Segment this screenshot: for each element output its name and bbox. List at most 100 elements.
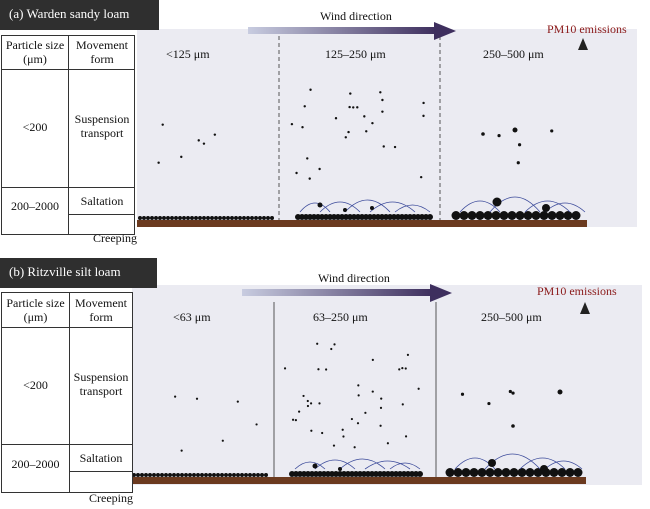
saltation-trajectory: [344, 199, 391, 213]
surface-particle: [242, 216, 246, 220]
pm10-arrowhead: [578, 38, 588, 50]
surface-particle: [453, 468, 463, 477]
pm10-arrowhead: [580, 302, 590, 314]
suspended-particle: [350, 417, 354, 421]
surface-particle: [208, 473, 212, 477]
suspended-particle: [306, 157, 309, 160]
suspended-particle: [309, 402, 313, 405]
surface-particle: [266, 216, 270, 220]
suspended-particle: [371, 390, 374, 393]
suspended-particle: [202, 142, 206, 145]
saltating-particle: [511, 424, 515, 428]
surface-particle: [244, 473, 248, 477]
size-value: <200: [23, 378, 48, 392]
suspended-particle: [344, 136, 347, 139]
surface-particle: [132, 473, 136, 477]
pm10-label: PM10 emissions: [547, 22, 627, 36]
suspended-particle: [321, 431, 324, 435]
suspended-particle: [398, 368, 401, 371]
suspended-particle: [174, 395, 177, 398]
saltating-particle: [542, 204, 550, 212]
surface-particle: [210, 216, 214, 220]
surface-particle: [180, 473, 184, 477]
suspended-particle: [422, 114, 425, 118]
surface-particle: [236, 473, 240, 477]
surface-particle: [170, 216, 174, 220]
field-background: [132, 285, 642, 485]
suspended-particle: [197, 139, 200, 142]
saltation-trajectory: [369, 201, 416, 213]
suspended-particle: [317, 368, 320, 371]
surface-particle: [226, 216, 230, 220]
surface-particle: [200, 473, 204, 477]
surface-particle: [142, 216, 146, 220]
surface-particle: [218, 216, 222, 220]
surface-particle: [192, 473, 196, 477]
creeping-label: Creeping: [89, 491, 133, 505]
surface-particle: [194, 216, 198, 220]
suspended-particle: [364, 411, 367, 414]
size-class-label: 250–500 μm: [483, 47, 544, 61]
surface-particle: [501, 468, 511, 477]
suspended-particle: [180, 449, 183, 452]
suspended-particle: [497, 134, 501, 138]
surface-particle: [176, 473, 180, 477]
suspended-particle: [330, 347, 333, 351]
suspended-particle: [309, 88, 312, 91]
surface-particle: [264, 473, 268, 477]
suspended-particle: [487, 401, 491, 406]
surface-particle: [202, 216, 206, 220]
surface-particle: [491, 211, 501, 220]
suspended-particle: [404, 435, 408, 438]
col-header-size: Particle size (μm): [6, 296, 65, 324]
suspended-particle: [255, 423, 258, 426]
surface-particle: [509, 468, 519, 477]
suspended-particle: [393, 145, 397, 149]
suspended-particle: [318, 167, 321, 171]
surface-particle: [138, 216, 142, 220]
surface-particle: [250, 216, 254, 220]
suspended-particle: [290, 122, 294, 126]
saltating-particle: [557, 389, 563, 395]
surface-particle: [461, 468, 471, 477]
saltation-trajectory: [519, 457, 566, 470]
saltation-trajectory: [364, 460, 411, 470]
wind-direction-label: Wind direction: [320, 9, 392, 23]
surface-particle: [160, 473, 164, 477]
suspended-particle: [356, 422, 360, 425]
suspended-particle: [316, 342, 319, 345]
suspended-particle: [325, 368, 328, 371]
panel-b: (b) Ritzville silt loam Particle size (μ…: [0, 258, 650, 509]
suspended-particle: [379, 406, 383, 409]
col-header-form: Movement form: [76, 38, 128, 66]
surface-particle: [146, 216, 150, 220]
surface-particle: [144, 473, 148, 477]
suspended-particle: [363, 115, 366, 118]
suspended-particle: [460, 392, 465, 396]
surface-particle: [523, 211, 533, 220]
suspended-particle: [401, 367, 404, 370]
particle-table: Particle size (μm) Movement form <200 Su…: [1, 292, 133, 493]
suspended-particle: [380, 397, 383, 400]
saltation-trajectory: [389, 462, 421, 470]
suspended-particle: [386, 442, 389, 445]
suspended-particle: [511, 391, 515, 395]
suspended-particle: [382, 145, 385, 148]
size-class-label: 125–250 μm: [325, 47, 386, 61]
suspended-particle: [417, 387, 420, 390]
surface-particle: [258, 216, 262, 220]
surface-particle: [182, 216, 186, 220]
surface-particle: [515, 211, 525, 220]
surface-particle: [260, 473, 264, 477]
suspended-particle: [422, 101, 425, 105]
surface-particle: [238, 216, 242, 220]
suspended-particle: [157, 161, 160, 164]
suspended-particle: [332, 444, 336, 447]
panel-b-scene: [132, 284, 642, 485]
surface-particle: [148, 473, 152, 477]
suspended-particle: [406, 353, 410, 356]
suspended-particle: [295, 171, 298, 175]
soil-surface: [132, 477, 586, 484]
surface-particle: [204, 473, 208, 477]
surface-particle: [571, 211, 581, 220]
